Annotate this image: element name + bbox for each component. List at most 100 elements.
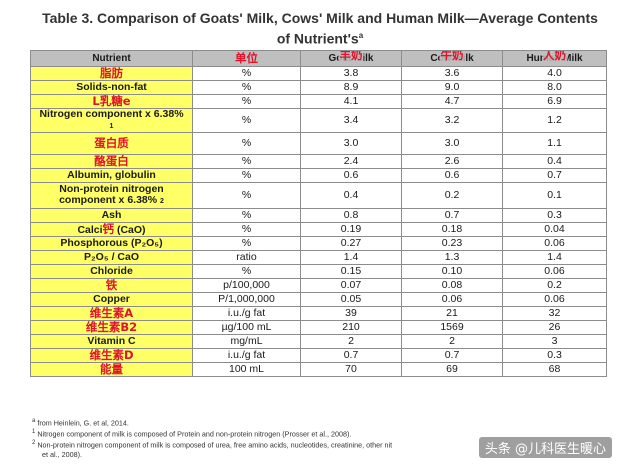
table-row: 蛋白质 % 3.0 3.0 1.1 <box>30 132 607 155</box>
row-cow: 9.0 <box>401 80 503 95</box>
table-row: Ash % 0.8 0.7 0.3 <box>30 208 607 223</box>
col-header-cow: Cow Milk牛奶 <box>401 50 503 67</box>
row-cow: 3.2 <box>401 108 503 133</box>
row-name-cn: 钙 <box>102 222 115 236</box>
row-goat: 3.0 <box>300 132 402 155</box>
row-human: 68 <box>502 362 607 377</box>
table-row: Solids-non-fat % 8.9 9.0 8.0 <box>30 80 607 95</box>
row-unit: % <box>192 154 301 169</box>
col-header-unit-cn: 单位 <box>235 50 258 65</box>
row-unit: i.u./g fat <box>192 306 301 321</box>
watermark: 头条 @儿科医生暖心 <box>478 437 612 458</box>
row-goat: 0.27 <box>300 236 402 251</box>
row-human: 8.0 <box>502 80 607 95</box>
table-row: Albumin, globulin % 0.6 0.6 0.7 <box>30 168 607 183</box>
row-unit: µg/100 mL <box>192 320 301 335</box>
row-name: Albumin, globulin <box>30 168 193 183</box>
row-cow: 0.7 <box>401 348 503 363</box>
row-name: 铁 <box>30 278 193 293</box>
row-name-text: 铁 <box>105 278 118 292</box>
row-goat: 8.9 <box>300 80 402 95</box>
table-row: 维生素D i.u./g fat 0.7 0.7 0.3 <box>30 348 607 363</box>
row-name-text: 酪蛋白 <box>94 154 129 168</box>
row-name: 酪蛋白 <box>30 154 193 169</box>
row-unit: % <box>192 132 301 155</box>
row-cow: 2 <box>401 334 503 349</box>
table-row: Chloride % 0.15 0.10 0.06 <box>30 264 607 279</box>
footnote-2: 2 Non-protein nitrogen component of milk… <box>32 439 622 449</box>
row-cow: 4.7 <box>401 94 503 109</box>
row-human: 6.9 <box>502 94 607 109</box>
row-unit: % <box>192 168 301 183</box>
row-name: 维生素B2 <box>30 320 193 335</box>
row-goat: 210 <box>300 320 402 335</box>
row-human: 4.0 <box>502 66 607 81</box>
table-row: L乳糖e % 4.1 4.7 6.9 <box>30 94 607 109</box>
table-row: 维生素B2 µg/100 mL 210 1569 26 <box>30 320 607 335</box>
table-row: Phosphorous (P₂O₅) % 0.27 0.23 0.06 <box>30 236 607 251</box>
footnote-1: 1 Nitrogen component of milk is composed… <box>32 428 622 438</box>
row-unit: % <box>192 264 301 279</box>
row-cow: 3.0 <box>401 132 503 155</box>
row-cow: 69 <box>401 362 503 377</box>
row-human: 0.04 <box>502 222 607 237</box>
row-name-text: 脂肪 <box>100 66 123 80</box>
row-name: 维生素D <box>30 348 193 363</box>
row-unit: i.u./g fat <box>192 348 301 363</box>
table-row: Non-protein nitrogen component x 6.38% 2… <box>30 182 607 209</box>
row-name-footnote-mark: 2 <box>160 198 164 205</box>
table-row: Vitamin C mg/mL 2 2 3 <box>30 334 607 349</box>
footnote-2-continued: et al., 2008). <box>42 450 82 459</box>
row-name: Copper <box>30 292 193 307</box>
table-row: 能量 100 mL 70 69 68 <box>30 362 607 377</box>
row-human: 1.2 <box>502 108 607 133</box>
row-goat: 39 <box>300 306 402 321</box>
row-name: Solids-non-fat <box>30 80 193 95</box>
row-human: 32 <box>502 306 607 321</box>
row-cow: 0.08 <box>401 278 503 293</box>
row-unit: % <box>192 182 301 209</box>
row-name: L乳糖e <box>30 94 193 109</box>
table-title: Table 3. Comparison of Goats' Milk, Cows… <box>20 10 620 48</box>
row-name: 维生素A <box>30 306 193 321</box>
row-cow: 0.06 <box>401 292 503 307</box>
row-goat: 3.8 <box>300 66 402 81</box>
footnote-mark: 1 <box>32 429 36 435</box>
footnote-text: from Heinlein, G. et al, 2014. <box>37 418 129 428</box>
row-cow: 0.6 <box>401 168 503 183</box>
row-cow: 0.18 <box>401 222 503 237</box>
table-row: 铁 p/100,000 0.07 0.08 0.2 <box>30 278 607 293</box>
table-row: 维生素A i.u./g fat 39 21 32 <box>30 306 607 321</box>
row-human: 0.7 <box>502 168 607 183</box>
row-unit: % <box>192 80 301 95</box>
table-row: Calci钙 (CaO) % 0.19 0.18 0.04 <box>30 222 607 237</box>
row-name: 能量 <box>30 362 193 377</box>
row-cow: 0.10 <box>401 264 503 279</box>
row-goat: 0.8 <box>300 208 402 223</box>
row-goat: 2 <box>300 334 402 349</box>
row-name-text: 维生素D <box>89 348 134 362</box>
row-cow: 0.7 <box>401 208 503 223</box>
row-cow: 1.3 <box>401 250 503 265</box>
row-unit: % <box>192 94 301 109</box>
footnote-text: Nitrogen component of milk is composed o… <box>37 429 352 439</box>
row-cow: 0.23 <box>401 236 503 251</box>
row-name: Phosphorous (P₂O₅) <box>30 236 193 251</box>
row-name: Non-protein nitrogen component x 6.38% 2 <box>30 182 193 209</box>
row-cow: 3.6 <box>401 66 503 81</box>
row-human: 0.3 <box>502 208 607 223</box>
table-row: Copper P/1,000,000 0.05 0.06 0.06 <box>30 292 607 307</box>
row-name-text: 维生素B2 <box>85 320 138 334</box>
row-name: Chloride <box>30 264 193 279</box>
row-human: 0.4 <box>502 154 607 169</box>
row-name-prefix: Calci <box>77 223 103 236</box>
row-goat: 0.15 <box>300 264 402 279</box>
table-row: Nitrogen component x 6.38% 1 % 3.4 3.2 1.… <box>30 108 607 133</box>
row-human: 0.06 <box>502 264 607 279</box>
title-line-2-text: of Nutrient's <box>276 30 359 47</box>
row-cow: 0.2 <box>401 182 503 209</box>
row-goat: 3.4 <box>300 108 402 133</box>
